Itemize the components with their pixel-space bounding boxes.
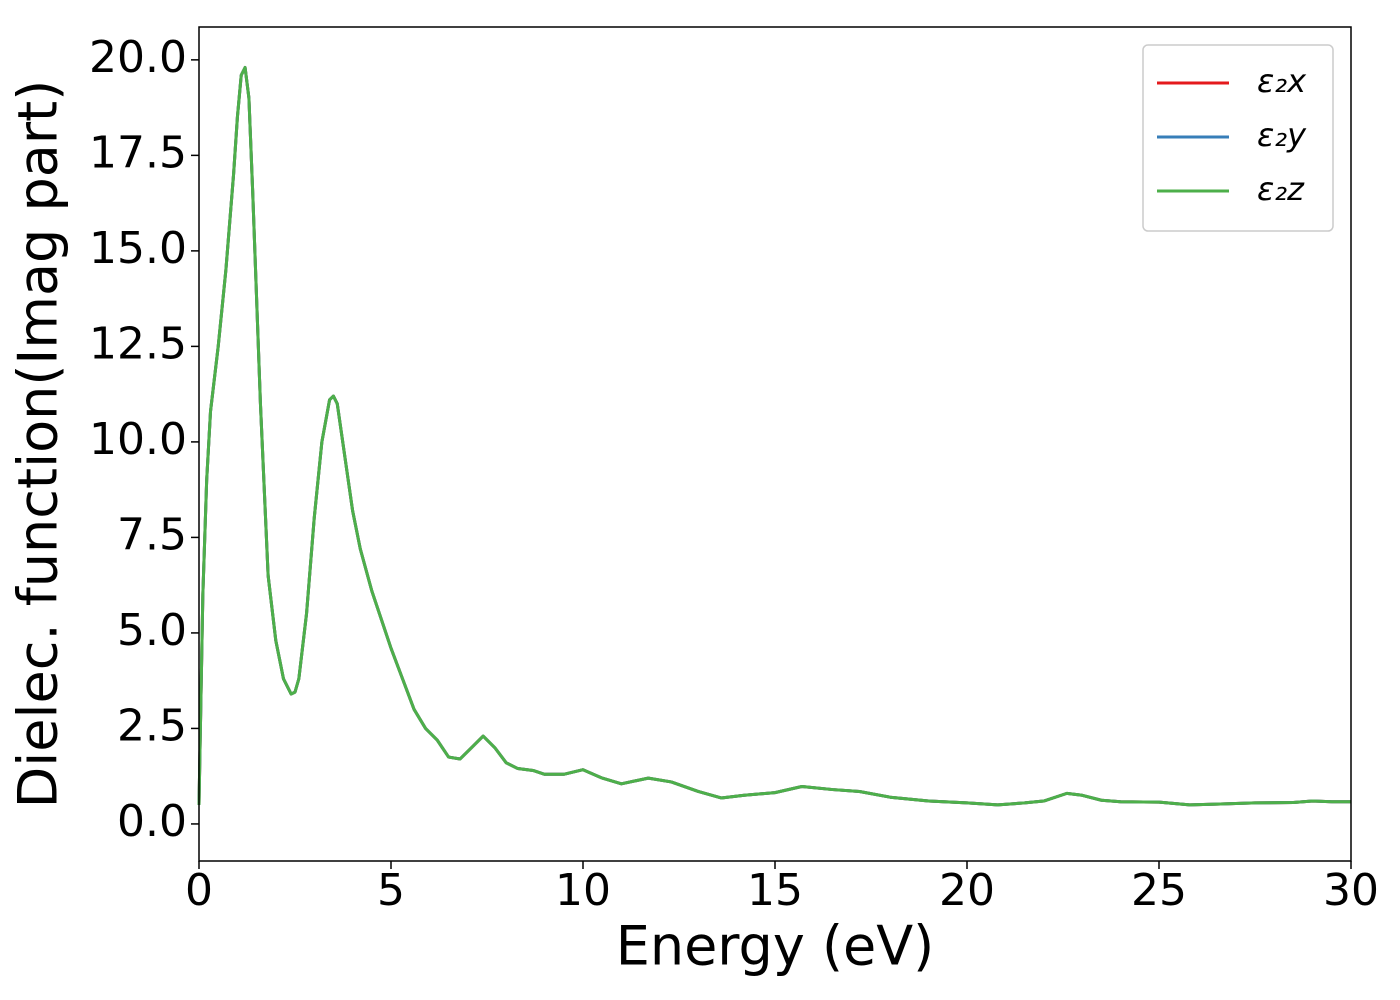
x-tick-label: 25: [1131, 865, 1187, 916]
legend-box: [1142, 44, 1334, 232]
y-tick-label: 2.5: [117, 700, 187, 751]
x-tick-label: 10: [555, 865, 611, 916]
legend-label: ε₂z: [1257, 170, 1305, 208]
y-tick-label: 7.5: [117, 509, 187, 560]
y-tick-label: 10.0: [89, 414, 187, 465]
legend-label: ε₂y: [1257, 116, 1307, 154]
x-axis-label: Energy (eV): [616, 915, 935, 978]
y-tick-label: 20.0: [89, 32, 187, 83]
series-line: [197, 66, 1351, 807]
x-tick-label: 30: [1323, 865, 1379, 916]
y-tick-label: 12.5: [89, 318, 187, 369]
y-tick-label: 17.5: [89, 127, 187, 178]
y-tick-label: 5.0: [117, 605, 187, 656]
x-tick-label: 5: [377, 865, 405, 916]
x-tick-label: 15: [747, 865, 803, 916]
y-tick-label: 15.0: [89, 223, 187, 274]
legend-label: ε₂x: [1257, 62, 1307, 100]
y-tick-label: 0.0: [117, 796, 187, 847]
y-axis-label: Dielec. function(Imag part): [7, 80, 70, 809]
x-tick-label: 20: [939, 865, 995, 916]
plot-frame: [198, 26, 1352, 862]
x-tick-label: 0: [185, 865, 213, 916]
